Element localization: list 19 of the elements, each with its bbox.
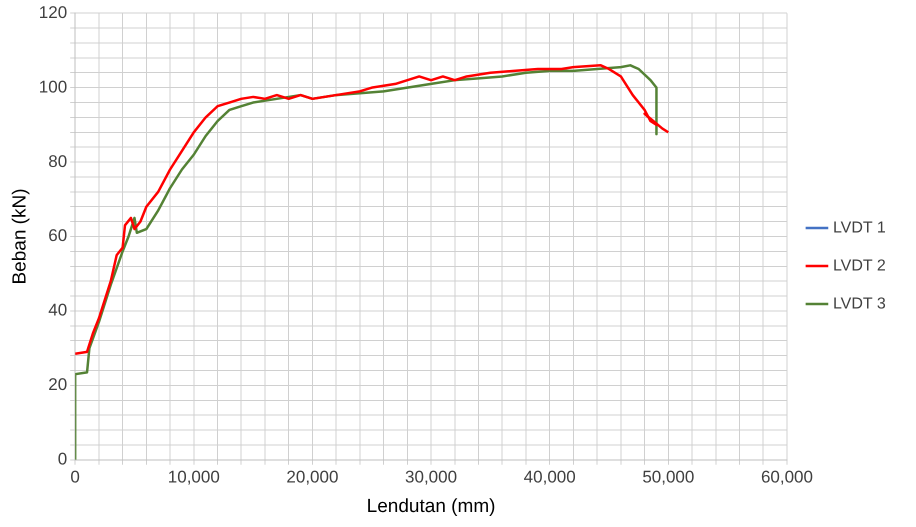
y-axis-title: Beban (kN) — [10, 188, 31, 285]
legend-label: LVDT 3 — [832, 295, 886, 312]
x-tick-label: 60,000 — [760, 468, 813, 487]
y-tick-label: 60 — [48, 226, 68, 246]
x-tick-label: 20,000 — [286, 468, 338, 487]
x-axis-title: Lendutan (mm) — [366, 496, 496, 517]
legend-label: LVDT 2 — [832, 257, 886, 274]
y-tick-label: 40 — [48, 300, 68, 320]
x-tick-label: 30,000 — [405, 468, 458, 487]
legend-label: LVDT 1 — [832, 219, 886, 236]
x-tick-label: 10,000 — [168, 468, 220, 487]
y-tick-label: 120 — [38, 2, 68, 22]
y-tick-label: 80 — [48, 152, 68, 171]
y-tick-label: 100 — [38, 77, 68, 96]
y-tick-label: 0 — [58, 449, 68, 468]
x-tick-label: 50,000 — [642, 468, 694, 487]
y-tick-label: 20 — [48, 375, 68, 394]
x-tick-label: 40,000 — [524, 468, 576, 487]
x-tick-label: 0 — [70, 468, 80, 487]
